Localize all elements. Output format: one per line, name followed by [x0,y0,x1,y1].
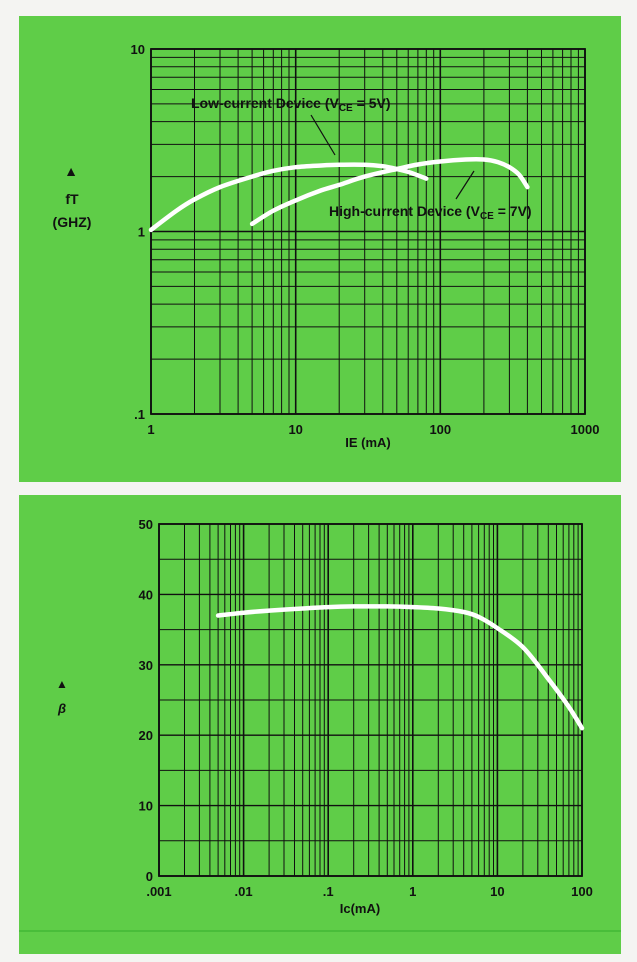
plot-frame [158,523,583,877]
x-tick-label: 1 [147,422,154,437]
legend-low-current: Low-current Device (VCE = 5V) [191,95,390,114]
y-tick-label: 1 [138,225,145,240]
y-tick-label: .1 [134,407,145,422]
y-tick-label: 40 [139,587,153,602]
chart-panel-ft: 1 10 100 1000.1 1 10 ▲ fT (GHZ) IE (mA) Low-c… [19,16,621,482]
y-tick-label: 10 [131,42,145,57]
y-axis-arrow-icon: ▲ [56,677,68,691]
x-tick-label: .01 [235,884,253,899]
x-tick-label: 1 [409,884,416,899]
y-tick-label: 0 [146,869,153,884]
x-tick-label: 100 [429,422,451,437]
x-tick-label: 10 [490,884,504,899]
y-axis-label-unit: (GHZ) [53,214,92,230]
y-tick-label: 50 [139,517,153,532]
x-tick-label: .001 [146,884,171,899]
y-tick-label: 30 [139,658,153,673]
panel-divider [19,930,621,932]
x-tick-label: 10 [288,422,302,437]
legend-high-pointer [455,170,475,200]
beta-vs-ic-chart: .001 .01 .1 1 10 100 0 10 20 30 40 50 ▲ β Ic(mA) [56,517,593,916]
legend-low-pointer [310,114,336,156]
x-axis-label: Ic(mA) [340,901,380,916]
x-axis-label: IE (mA) [345,435,391,450]
series-line [215,604,585,731]
chart-panel-beta: .001 .01 .1 1 10 100 0 10 20 30 40 50 ▲ β Ic(mA) [19,495,621,954]
y-axis-label-symbol: fT [65,191,79,207]
y-tick-label: 10 [139,799,153,814]
legend-high-current: High-current Device (VCE = 7V) [329,203,532,222]
y-tick-label: 20 [139,728,153,743]
y-axis-arrow-icon: ▲ [64,163,78,179]
series-line [249,156,530,227]
x-tick-label: .1 [323,884,334,899]
x-tick-label: 1000 [571,422,600,437]
y-axis-label-symbol: β [57,701,66,716]
x-tick-label: 100 [571,884,593,899]
